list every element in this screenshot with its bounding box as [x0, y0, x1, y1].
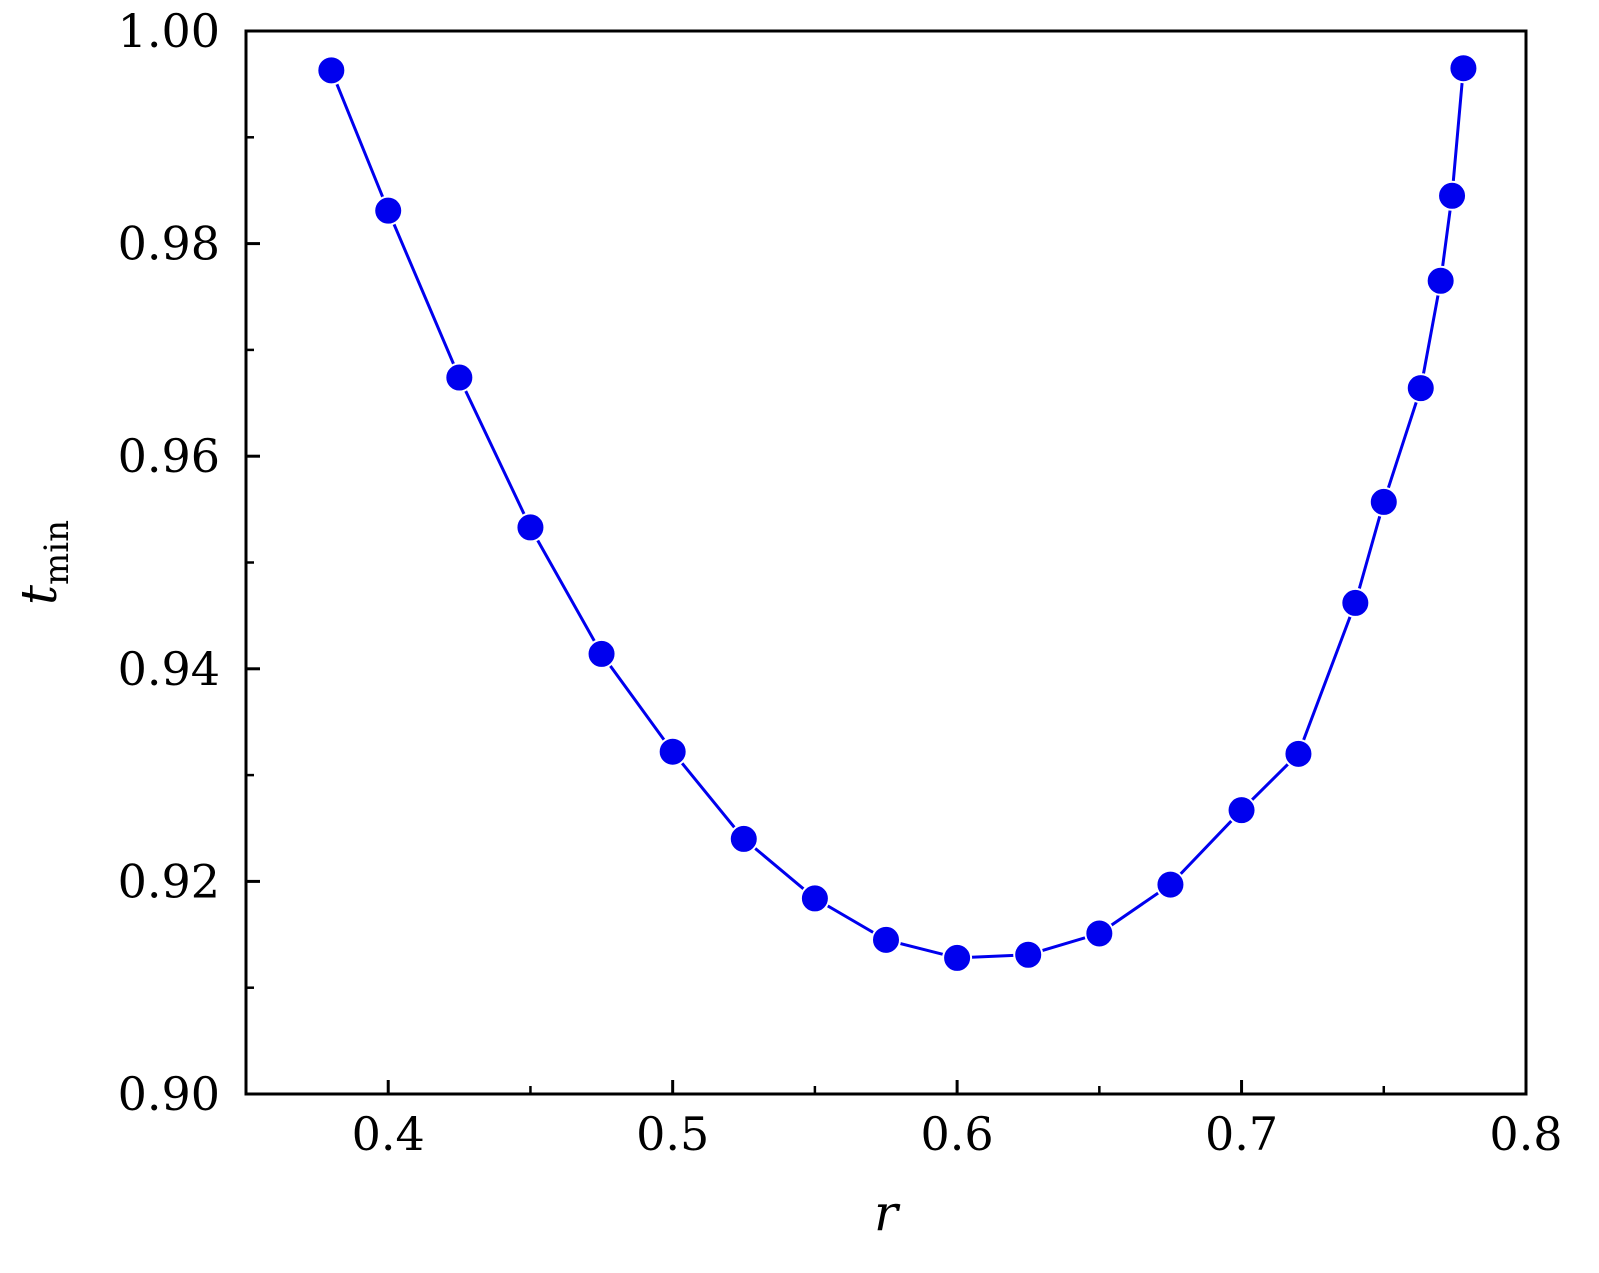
x-tick-label: 0.8	[1489, 1107, 1562, 1161]
data-point	[871, 924, 901, 955]
data-point	[1437, 180, 1468, 211]
data-point	[586, 638, 617, 669]
x-tick-label: 0.4	[352, 1107, 425, 1161]
data-point	[1283, 738, 1314, 769]
data-point	[316, 55, 347, 86]
data-point	[657, 736, 688, 767]
data-point	[515, 512, 546, 543]
y-axis-title: tmin	[10, 520, 77, 605]
y-axis-ticks: 0.90 0.92 0.94 0.96 0.98 1.00	[118, 4, 260, 1121]
y-tick-label: 0.94	[118, 642, 220, 696]
y-axis-title-subscript: min	[37, 520, 77, 585]
data-point	[373, 195, 404, 226]
data-point	[1405, 373, 1436, 404]
data-point	[1448, 53, 1479, 84]
data-point	[799, 883, 830, 914]
x-tick-label: 0.5	[636, 1107, 709, 1161]
data-point	[1425, 265, 1456, 296]
y-tick-label: 0.92	[118, 854, 220, 908]
series-layer	[316, 53, 1479, 973]
data-point	[1155, 869, 1186, 900]
y-tick-label: 0.96	[118, 429, 220, 483]
data-point	[444, 362, 475, 393]
data-point	[942, 942, 973, 973]
data-point	[728, 823, 759, 854]
series-line	[329, 68, 1465, 960]
data-point	[1368, 486, 1399, 517]
data-point	[1013, 939, 1044, 970]
data-point	[1084, 918, 1115, 949]
x-axis-ticks: 0.4 0.5 0.6 0.7 0.8	[352, 1080, 1563, 1161]
x-tick-label: 0.7	[1205, 1107, 1278, 1161]
x-axis-title: r	[874, 1184, 901, 1242]
y-axis-title-main: t	[10, 584, 68, 605]
x-tick-label: 0.6	[921, 1107, 994, 1161]
data-point	[1226, 795, 1257, 826]
y-tick-label: 0.98	[118, 217, 220, 271]
y-tick-label: 1.00	[118, 4, 220, 58]
y-tick-label: 0.90	[118, 1067, 220, 1121]
plot-frame	[244, 29, 1528, 1096]
data-point	[1340, 587, 1371, 618]
